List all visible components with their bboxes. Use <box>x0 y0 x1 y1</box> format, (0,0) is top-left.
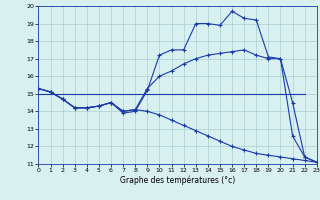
X-axis label: Graphe des températures (°c): Graphe des températures (°c) <box>120 176 235 185</box>
